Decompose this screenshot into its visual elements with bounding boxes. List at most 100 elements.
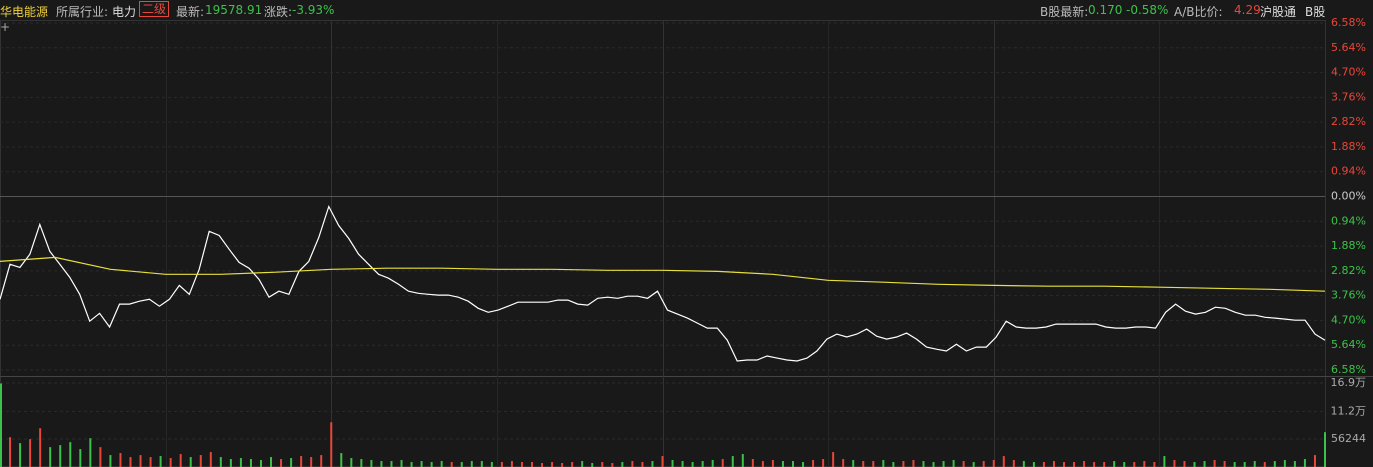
volume-bar [611, 463, 614, 467]
volume-bar [771, 460, 774, 467]
ab-label: A/B比价: [1174, 5, 1223, 19]
volume-bar [591, 463, 594, 467]
industry: 电力 [112, 5, 137, 19]
volume-bar [621, 462, 624, 467]
volume-bar [380, 461, 383, 467]
volume-bar [229, 459, 232, 467]
b-price: 0.170 [1088, 3, 1123, 17]
volume-bar [440, 461, 443, 467]
volume-bar [1213, 460, 1216, 467]
volume-bar [1173, 460, 1176, 467]
volume-bar [139, 455, 142, 467]
volume-bar [400, 460, 403, 467]
volume-bar [1293, 461, 1296, 467]
y-tick-label: 0.00% [1331, 190, 1366, 203]
volume-bar [1032, 462, 1035, 467]
volume-bar [1103, 462, 1106, 467]
volume-bar [832, 452, 835, 467]
volume-bar [601, 462, 604, 467]
volume-bar [340, 453, 343, 467]
volume-bar [520, 462, 523, 467]
connect-button[interactable]: 沪股通 [1260, 5, 1297, 19]
volume-bar [209, 452, 212, 467]
volume-bar [912, 460, 915, 467]
header: 华电能源 所属行业: 电力 二级 最新: 19578.91 涨跌: -3.93%… [0, 0, 1373, 34]
volume-bar [390, 461, 393, 467]
volume-bar [1123, 462, 1126, 467]
volume-bar [470, 461, 473, 467]
volume-bar [280, 459, 283, 467]
volume-bar [1133, 462, 1136, 467]
y-tick-label: 0.94% [1331, 165, 1366, 178]
volume-bar [1113, 461, 1116, 467]
latest: 19578.91 [205, 3, 263, 17]
volume-bar [631, 461, 634, 467]
volume-bar [1012, 460, 1015, 467]
volume-bar [942, 461, 945, 467]
level-button[interactable]: 二级 [139, 1, 170, 17]
volume-bar [1203, 461, 1206, 467]
change-label: 涨跌: [264, 5, 293, 19]
volume-bar [310, 457, 313, 467]
volume-bar [259, 460, 262, 467]
volume-bar [681, 461, 684, 467]
volume-bar [892, 462, 895, 467]
volume-bar [79, 449, 82, 467]
volume-bar [531, 462, 534, 467]
volume-bar [581, 461, 584, 467]
volume-bar [239, 458, 242, 467]
y-tick-label: 5.64% [1331, 338, 1366, 351]
volume-bar [561, 463, 564, 467]
volume-bar [149, 457, 152, 467]
volume-bar [1253, 461, 1256, 467]
volume-bar [1153, 462, 1156, 467]
price-line [0, 204, 1326, 362]
y-tick-label: 6.58% [1331, 16, 1366, 29]
volume-bar [1193, 462, 1196, 467]
volume-bar [1052, 461, 1055, 467]
b-share-button[interactable]: B股 [1305, 5, 1326, 19]
volume-bar [571, 462, 574, 467]
volume-bar [49, 447, 52, 467]
volume-bar [480, 461, 483, 467]
volume-bar [159, 456, 162, 467]
volume-bar [450, 462, 453, 467]
volume-bar [761, 461, 764, 467]
volume-tick-label: 16.9万 [1331, 376, 1367, 389]
volume-bar [701, 461, 704, 467]
volume-bar [842, 459, 845, 467]
volume-bar [430, 462, 433, 467]
b-change: -0.58% [1126, 3, 1169, 17]
volume-bar [129, 457, 132, 467]
volume-bar [902, 461, 905, 467]
volume-bar [300, 456, 303, 467]
latest-label: 最新: [176, 5, 205, 19]
volume-bar [360, 459, 363, 467]
y-tick-label: 5.64% [1331, 41, 1366, 54]
volume-bar [822, 459, 825, 467]
volume-bar [982, 461, 985, 467]
volume-bar [651, 461, 654, 467]
volume-bar [862, 461, 865, 467]
volume-bar [721, 459, 724, 467]
volume-bar [1273, 461, 1276, 467]
volume-bar [510, 461, 513, 467]
y-tick-label: 6.58% [1331, 363, 1366, 376]
volume-bar [972, 462, 975, 467]
y-tick-label: 0.94% [1331, 214, 1366, 227]
volume-tick-label: 56244 [1331, 432, 1366, 445]
y-tick-label: 4.70% [1331, 66, 1366, 79]
volume-bar [1223, 461, 1226, 467]
volume-bar [952, 460, 955, 467]
volume-bar [711, 460, 714, 467]
b-latest-label: B股最新: [1040, 5, 1089, 19]
volume-bar [169, 458, 172, 467]
volume-bar [1313, 455, 1316, 467]
volume-bar [741, 454, 744, 467]
volume-bar [59, 445, 62, 467]
volume-bar [932, 462, 935, 467]
volume-tick-label: 11.2万 [1331, 404, 1367, 417]
volume-bar [0, 383, 2, 467]
volume-bar [882, 460, 885, 467]
volume-bar [962, 461, 965, 467]
